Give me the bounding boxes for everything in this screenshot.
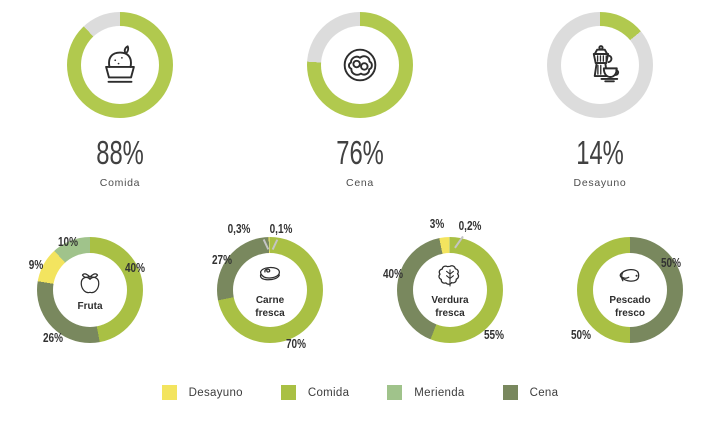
fish-icon	[619, 268, 640, 282]
donut-chart-desayuno: 14% Desayuno	[480, 0, 720, 189]
segment-label: 50%	[570, 328, 591, 342]
donut-chart-fruta: Fruta 40% 26% 9% 10%	[0, 209, 180, 359]
donut-hole	[321, 26, 399, 104]
donut-ring: Pescado fresco	[577, 237, 683, 343]
legend-item-desayuno: Desayuno	[161, 385, 243, 400]
food-title: Fruta	[77, 301, 103, 312]
fried-eggs-icon	[343, 48, 377, 82]
lettuce-icon	[438, 264, 460, 287]
donut-caption: Desayuno	[573, 177, 627, 189]
donut-hole	[561, 26, 639, 104]
donut-ring	[547, 12, 653, 118]
segment-label: 0,1%	[269, 221, 292, 236]
segment-label: 10%	[57, 235, 78, 249]
percent-value: 14%	[576, 134, 624, 171]
bottom-donut-row: Fruta 40% 26% 9% 10%	[0, 209, 720, 359]
segment-label: 26%	[42, 331, 63, 345]
donut-hole: Fruta	[53, 253, 127, 327]
steak-icon	[259, 266, 280, 280]
apple-icon	[80, 273, 100, 294]
food-title: Verdura fresca	[431, 294, 469, 319]
moka-pot-icon	[592, 45, 620, 83]
legend-label: Desayuno	[188, 386, 243, 399]
legend-label: Comida	[307, 386, 350, 399]
legend-item-cena: Cena	[502, 385, 559, 400]
segment-label: 27%	[211, 253, 233, 267]
segment-label: 50%	[660, 256, 681, 270]
legend-label: Merienda	[414, 386, 465, 399]
segment-label: 40%	[382, 266, 404, 281]
segment-label: 55%	[483, 328, 504, 342]
donut-chart-carne-fresca: Carne fresca 70% 27% 0,3% 0,1%	[180, 209, 360, 359]
donut-wrap: Pescado fresco 50% 50%	[555, 209, 705, 359]
donut-caption: Comida	[99, 177, 141, 189]
donut-hole: Verdura fresca	[413, 253, 487, 327]
percent-value: 76%	[336, 134, 384, 171]
segment-label: 0,3%	[227, 221, 250, 236]
legend-swatch	[502, 385, 518, 400]
legend: Desayuno Comida Merienda Cena	[0, 385, 720, 400]
donut-ring	[67, 12, 173, 118]
donut-wrap: Verdura fresca 55% 40% 3% 0,2%	[375, 209, 525, 359]
segment-label: 40%	[124, 260, 146, 275]
segment-label: 3%	[429, 217, 444, 231]
donut-chart-verdura-fresca: Verdura fresca 55% 40% 3% 0,2%	[360, 209, 540, 359]
legend-swatch	[387, 385, 403, 400]
donut-ring	[307, 12, 413, 118]
donut-chart-comida: 88% Comida	[0, 0, 240, 189]
donut-ring: Carne fresca	[217, 237, 323, 343]
donut-chart-pescado-fresco: Pescado fresco 50% 50%	[540, 209, 720, 359]
dessert-bowl-icon	[105, 45, 135, 83]
donut-ring: Verdura fresca	[397, 237, 503, 343]
food-title: Pescado fresco	[609, 294, 651, 319]
donut-wrap: Carne fresca 70% 27% 0,3% 0,1%	[195, 209, 345, 359]
legend-swatch	[280, 385, 296, 400]
donut-ring: Fruta	[37, 237, 143, 343]
segment-label: 9%	[28, 257, 44, 272]
top-donut-row: 88% Comida 76% Cena	[0, 0, 720, 189]
legend-item-comida: Comida	[280, 385, 350, 400]
donut-caption: Cena	[346, 177, 374, 189]
segment-label: 70%	[285, 337, 306, 351]
legend-swatch	[161, 385, 177, 400]
donut-chart-cena: 76% Cena	[240, 0, 480, 189]
donut-hole: Pescado fresco	[593, 253, 667, 327]
donut-hole: Carne fresca	[233, 253, 307, 327]
percent-value: 88%	[96, 134, 144, 171]
donut-hole	[81, 26, 159, 104]
food-title: Carne fresca	[255, 294, 285, 319]
segment-label: 0,2%	[458, 218, 481, 233]
donut-wrap: Fruta 40% 26% 9% 10%	[15, 209, 165, 359]
legend-item-merienda: Merienda	[387, 385, 464, 400]
legend-label: Cena	[529, 386, 559, 399]
